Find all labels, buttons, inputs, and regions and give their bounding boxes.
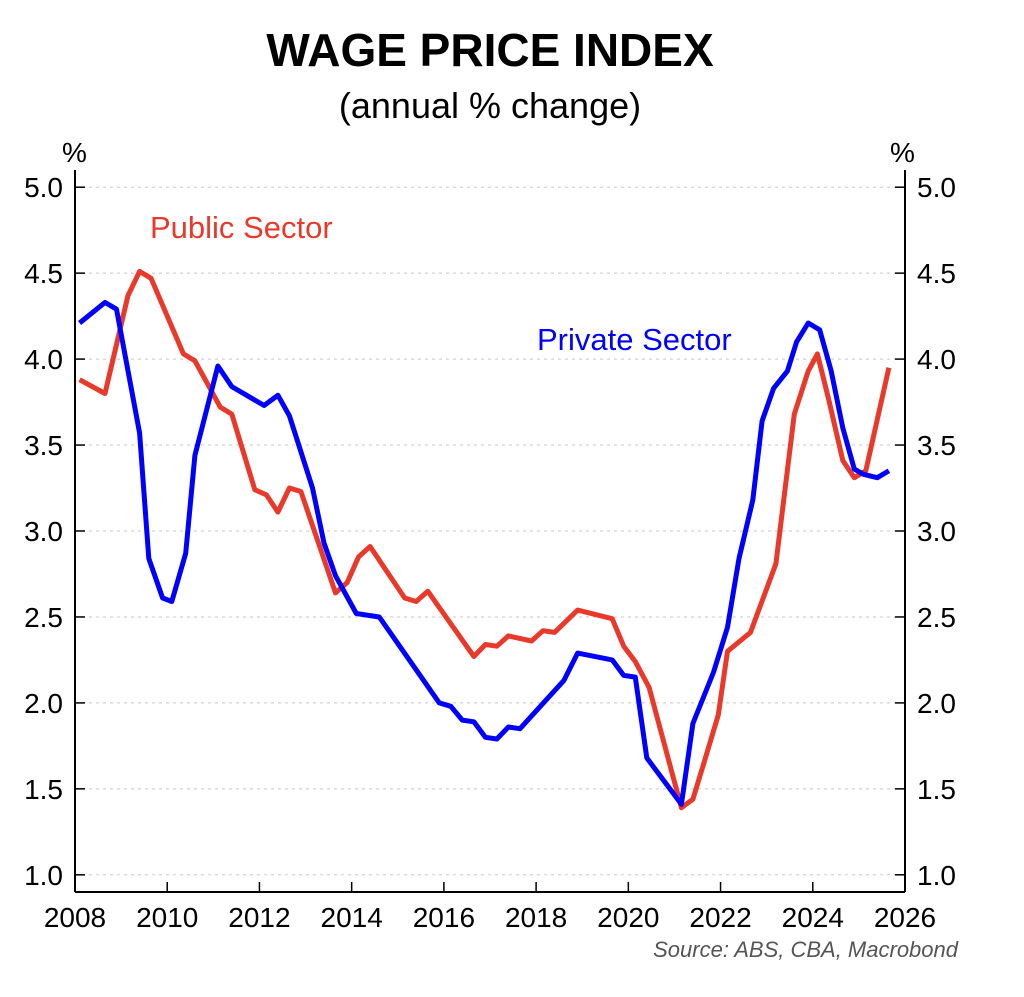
x-tick-label: 2016 [413,902,475,933]
y-tick-label-left: 1.0 [24,860,63,891]
x-tick-label: 2020 [597,902,659,933]
x-tick-label: 2018 [505,902,567,933]
x-tick-label: 2022 [689,902,751,933]
chart-subtitle: (annual % change) [339,85,641,126]
series-line-public-sector [78,268,892,811]
y-tick-label-right: 1.0 [917,860,956,891]
y-tick-label-right: 1.5 [917,774,956,805]
y-tick-label-left: 2.5 [24,602,63,633]
y-tick-label-right: 2.5 [917,602,956,633]
x-tick-label: 2010 [136,902,198,933]
x-tick-label: 2008 [44,902,106,933]
y-tick-label-left: 2.0 [24,688,63,719]
y-tick-label-left: 4.0 [24,344,63,375]
x-tick-label: 2012 [228,902,290,933]
legend-label-private-sector: Private Sector [537,322,732,357]
y-tick-label-left: 5.0 [24,172,63,203]
chart-title: WAGE PRICE INDEX [266,24,714,76]
y-tick-label-left: 3.5 [24,430,63,461]
y-tick-label-right: 5.0 [917,172,956,203]
y-tick-label-right: 2.0 [917,688,956,719]
y-tick-label-right: 4.5 [917,258,956,289]
y-tick-label-right: 3.0 [917,516,956,547]
y-tick-label-left: 1.5 [24,774,63,805]
y-tick-label-right: 3.5 [917,430,956,461]
right-axis-unit: % [890,137,915,168]
x-tick-label: 2024 [782,902,844,933]
y-tick-label-left: 3.0 [24,516,63,547]
series-line-private-sector [78,299,891,807]
left-axis-unit: % [62,137,87,168]
source-note: Source: ABS, CBA, Macrobond [653,937,959,962]
x-tick-label: 2014 [321,902,383,933]
legend-label-public-sector: Public Sector [150,210,333,245]
x-tick-label: 2026 [874,902,936,933]
y-tick-label-right: 4.0 [917,344,956,375]
y-tick-label-left: 4.5 [24,258,63,289]
